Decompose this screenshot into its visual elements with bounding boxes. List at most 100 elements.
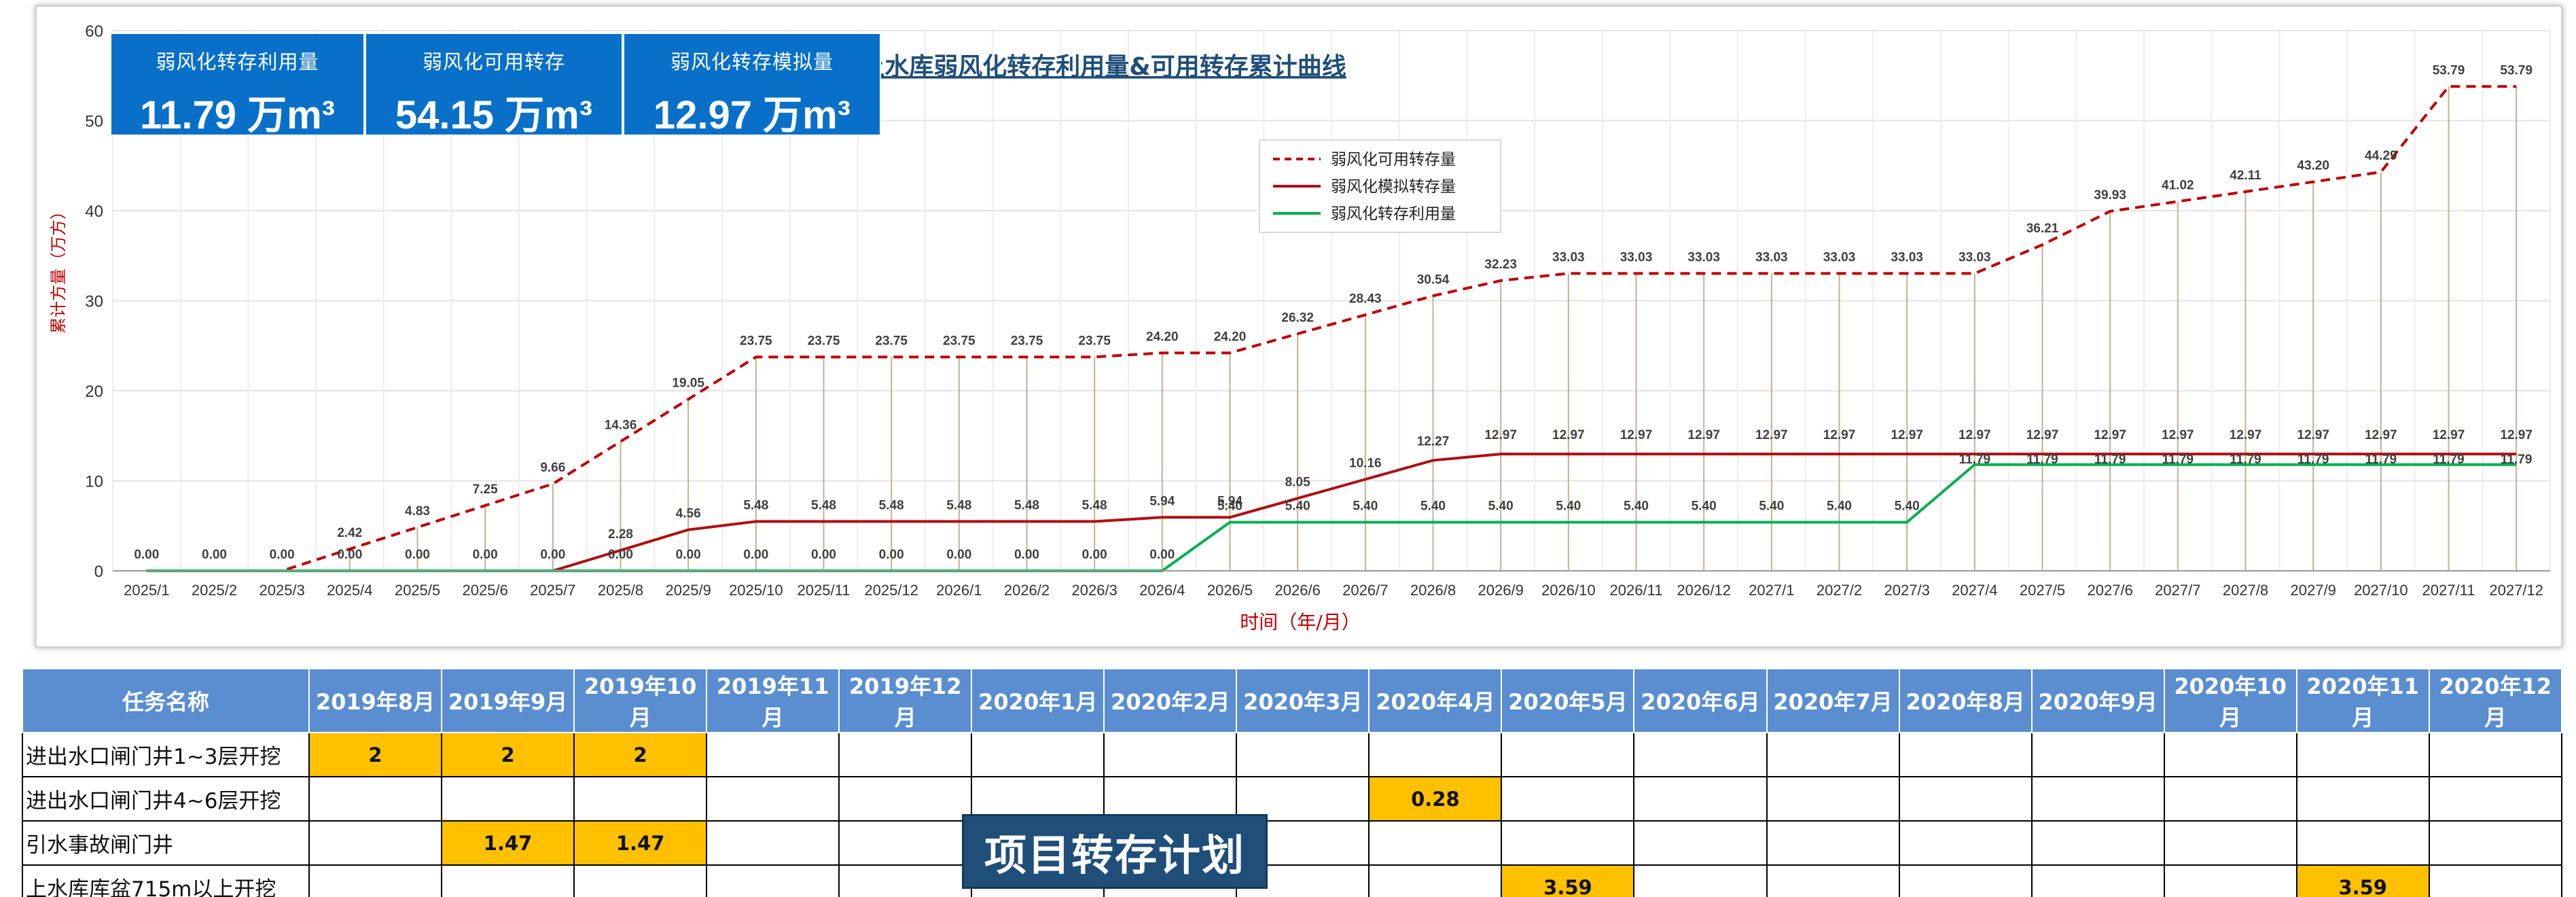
header-month: 2020年7月 [1766,668,1900,733]
header-month: 2020年1月 [971,668,1105,733]
table-cell [838,864,973,897]
data-label: 24.20 [1146,330,1179,344]
data-label: 23.75 [875,334,908,348]
data-label: 10.16 [1349,456,1382,470]
data-label: 28.43 [1349,292,1382,306]
table-cell [573,864,708,897]
legend: 弱风化可用转存量 弱风化模拟转存量 弱风化转存利用量 [1259,139,1501,233]
task-schedule-table: 任务名称 2019年8月 2019年9月 2019年10月 2019年11月 2019年… [22,668,2563,897]
x-tick-label: 2026/12 [1677,582,1731,599]
table-row: 引水事故闸门井 1.47 1.47 [22,820,2563,866]
data-label: 12.97 [2162,428,2194,442]
header-month: 2020年12月 [2428,668,2563,733]
table-cell [971,732,1105,777]
x-axis-label: 时间（年/月） [1240,611,1360,633]
header-month: 2019年10月 [573,668,708,733]
table-cell [2031,820,2165,866]
x-tick-label: 2026/2 [1004,582,1050,599]
x-tick-label: 2025/11 [798,582,851,599]
table-cell: 1.47 [441,820,575,866]
kpi-simulated: 弱风化转存模拟量 12.97 万m³ [623,33,881,137]
header-month: 2020年3月 [1236,668,1370,733]
data-label: 5.40 [1556,499,1581,513]
x-tick-label: 2025/6 [463,582,508,599]
data-label: 39.93 [2094,188,2126,203]
data-label: 5.40 [1488,499,1514,513]
data-label: 44.29 [2365,149,2397,163]
y-tick-label: 50 [85,113,103,131]
header-month: 2019年11月 [706,668,840,733]
table-cell [1898,820,2033,866]
data-label: 11.79 [2433,453,2465,467]
task-name-cell: 上水库库盆715m以上开挖 [22,864,310,897]
data-label: 0.00 [676,548,701,562]
table-cell [1368,864,1503,897]
data-label: 7.25 [473,482,498,497]
data-label: 0.00 [270,548,295,562]
table-cell [2163,732,2297,777]
x-tick-label: 2027/9 [2291,582,2336,599]
kpi-simulated-value: 12.97 万m³ [653,93,851,137]
kpi-available-label: 弱风化可用转存 [422,52,565,73]
data-label: 53.79 [2433,63,2465,77]
table-cell [838,776,973,822]
kpi-used: 弱风化转存利用量 11.79 万m³ [110,33,365,137]
data-label: 4.56 [676,507,701,521]
x-tick-label: 2025/2 [192,582,237,599]
legend-label-used: 弱风化转存利用量 [1331,205,1456,223]
x-tick-label: 2027/5 [2020,582,2065,599]
x-tick-label: 2027/12 [2489,582,2543,599]
header-month: 2019年12月 [838,668,973,733]
data-label: 42.11 [2230,169,2261,183]
data-label: 11.79 [2297,453,2329,467]
data-label: 33.03 [1687,250,1720,264]
x-tick-label: 2026/6 [1275,582,1321,599]
data-label: 14.36 [605,419,637,433]
table-cell [2428,864,2563,897]
data-label: 0.00 [473,548,498,562]
header-task: 任务名称 [22,668,310,733]
y-tick-label: 0 [94,563,103,581]
table-cell [2428,776,2563,822]
data-label: 9.66 [540,461,565,475]
data-label: 33.03 [1891,250,1923,264]
table-header-row: 任务名称 2019年8月 2019年9月 2019年10月 2019年11月 2019年… [22,668,2563,733]
table-cell [706,776,840,822]
table-cell [1103,732,1238,777]
data-label: 2.42 [337,526,362,540]
table-cell [1766,732,1900,777]
table-cell [838,732,973,777]
table-cell [2031,776,2165,822]
header-month: 2020年6月 [1633,668,1768,733]
data-label: 0.00 [337,548,362,562]
data-label: 12.97 [1958,428,1991,442]
table-cell [2031,864,2165,897]
table-cell [2295,776,2430,822]
table-cell [1501,732,1635,777]
table-cell [441,776,575,822]
table-cell [308,864,443,897]
x-tick-label: 2025/3 [260,582,305,599]
table-cell: 2 [441,732,575,777]
table-cell: 2 [308,732,443,777]
header-month: 2019年9月 [441,668,575,733]
data-label: 33.03 [1755,250,1788,264]
data-label: 12.97 [2365,428,2397,442]
x-tick-label: 2025/12 [864,582,918,599]
data-label: 0.00 [540,548,565,562]
x-tick-label: 2027/6 [2088,582,2133,599]
data-label: 33.03 [1552,250,1585,264]
kpi-simulated-label: 弱风化转存模拟量 [670,52,834,73]
data-label: 19.05 [672,376,704,391]
x-tick-label: 2027/1 [1749,582,1794,599]
data-label: 12.97 [2297,428,2329,442]
x-tick-label: 2025/4 [327,582,372,599]
table-cell [2428,820,2563,866]
data-label: 23.75 [943,334,976,348]
table-cell [1236,776,1370,822]
data-label: 23.75 [740,334,772,348]
data-label: 11.79 [2094,453,2126,467]
table-cell [2295,820,2430,866]
kpi-used-label: 弱风化转存利用量 [156,52,319,73]
table-cell [1633,864,1768,897]
